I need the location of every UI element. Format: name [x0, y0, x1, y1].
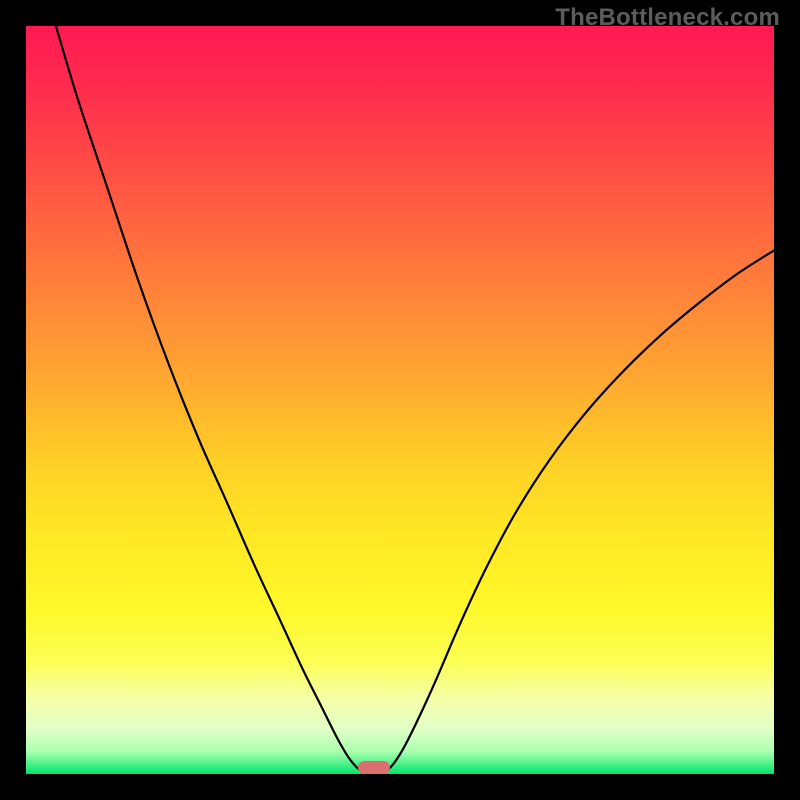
bottleneck-curve: [26, 26, 774, 774]
optimum-marker: [358, 761, 389, 774]
plot-area: [26, 26, 774, 774]
watermark-text: TheBottleneck.com: [555, 4, 780, 32]
